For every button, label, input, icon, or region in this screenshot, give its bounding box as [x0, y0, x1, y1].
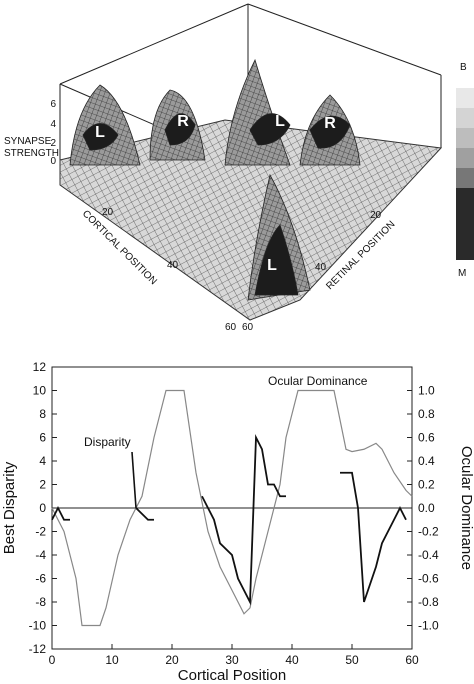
x-tick-label: 10	[105, 653, 119, 667]
peak-label-r1: R	[177, 113, 189, 130]
x-tick-label: 0	[49, 653, 56, 667]
disparity-pointer	[131, 451, 137, 509]
y-tick-label-right: 1.0	[418, 384, 435, 398]
cortical-tick-label: 60	[225, 322, 237, 333]
peak-label-l2: L	[275, 113, 285, 130]
retinal-tick-label: 20	[370, 210, 382, 221]
y-axis-label-right: Ocular Dominance	[458, 446, 474, 570]
peak-label-l3: L	[267, 257, 277, 274]
y-tick-label-left: 8	[39, 407, 46, 421]
y-tick-label-left: -6	[35, 572, 46, 586]
z-tick-label: 6	[50, 99, 56, 110]
disparity-line-segment	[135, 507, 154, 521]
y-tick-label-right: -0.4	[418, 548, 439, 562]
y-tick-label-right: 0.6	[418, 431, 435, 445]
y-tick-label-left: 2	[39, 478, 46, 492]
x-tick-label: 20	[165, 653, 179, 667]
y-tick-label-left: -2	[35, 525, 46, 539]
x-tick-label: 60	[405, 653, 419, 667]
y-tick-label-right: -1.0	[418, 619, 439, 633]
y-tick-label-right: -0.2	[418, 525, 439, 539]
annotation-ocular-dominance: Ocular Dominance	[268, 374, 368, 388]
z-tick-label: 2	[50, 138, 56, 149]
peak-label-r2: R	[324, 115, 336, 132]
surface-peaks	[69, 58, 361, 301]
retinal-tick-label: 60	[242, 322, 254, 333]
x-axis-label: Cortical Position	[178, 667, 286, 684]
disparity-line-segment	[51, 506, 70, 521]
z-axis-label-line1: SYNAPSE	[4, 136, 52, 147]
disparity-chart: 0 10 20 30 40 50 60 -12 -10 -8 -6 -4 -2 0 2 4 6 8 10 12 -1…	[1, 360, 474, 684]
x-ticks: 0 10 20 30 40 50 60	[49, 644, 419, 667]
annotation-disparity: Disparity	[84, 435, 131, 449]
y-tick-label-right: 0.4	[418, 454, 435, 468]
x-tick-label: 30	[225, 653, 239, 667]
synapse-surface-plot: L R L R L 0 2 4 6 SYNAPSE STRENGTH 20 40…	[4, 3, 474, 333]
y-tick-label-left: 6	[39, 431, 46, 445]
z-tick-label: 4	[50, 119, 56, 130]
series-lines	[51, 389, 413, 627]
x-tick-label: 40	[285, 653, 299, 667]
y-tick-label-left: -8	[35, 595, 46, 609]
scale-bottom-label: M	[458, 268, 466, 279]
y-tick-label-right: 0.2	[418, 478, 435, 492]
grayscale-bar	[456, 88, 474, 260]
y-tick-label-left: 4	[39, 454, 46, 468]
z-axis-label-line2: STRENGTH	[4, 148, 59, 159]
y-axis-label-left: Best Disparity	[1, 461, 18, 554]
y-tick-label-right: 0.0	[418, 501, 435, 515]
peak-label-l1: L	[95, 124, 105, 141]
disparity-line-segment	[340, 471, 407, 603]
y-tick-label-left: 0	[39, 501, 46, 515]
surface-mesh	[59, 119, 443, 321]
y-tick-label-right: -0.6	[418, 572, 439, 586]
panel-b-label: B	[460, 62, 467, 73]
box-frame	[59, 3, 442, 160]
ocular-dominance-line	[51, 389, 413, 627]
retinal-tick-label: 40	[315, 262, 327, 273]
y-tick-label-left: -10	[29, 619, 47, 633]
y-tick-label-left: 10	[33, 384, 47, 398]
y-ticks-left: -12 -10 -8 -6 -4 -2 0 2 4 6 8 10 12	[29, 360, 57, 656]
z-tick-label: 0	[50, 156, 56, 167]
y-tick-label-left: -12	[29, 642, 47, 656]
y-ticks-right: -1.0 -0.8 -0.6 -0.4 -0.2 0.0 0.2 0.4 0.6 0.8 1.0	[407, 384, 439, 633]
y-tick-label-left: -4	[35, 548, 46, 562]
cortical-tick-label: 20	[102, 207, 114, 218]
y-tick-label-right: -0.8	[418, 595, 439, 609]
y-tick-label-right: 0.8	[418, 407, 435, 421]
cortical-tick-label: 40	[167, 260, 179, 271]
x-tick-label: 50	[345, 653, 359, 667]
z-axis: 0 2 4 6	[50, 99, 56, 167]
disparity-line-segment	[201, 434, 286, 606]
y-tick-label-left: 12	[33, 360, 47, 374]
